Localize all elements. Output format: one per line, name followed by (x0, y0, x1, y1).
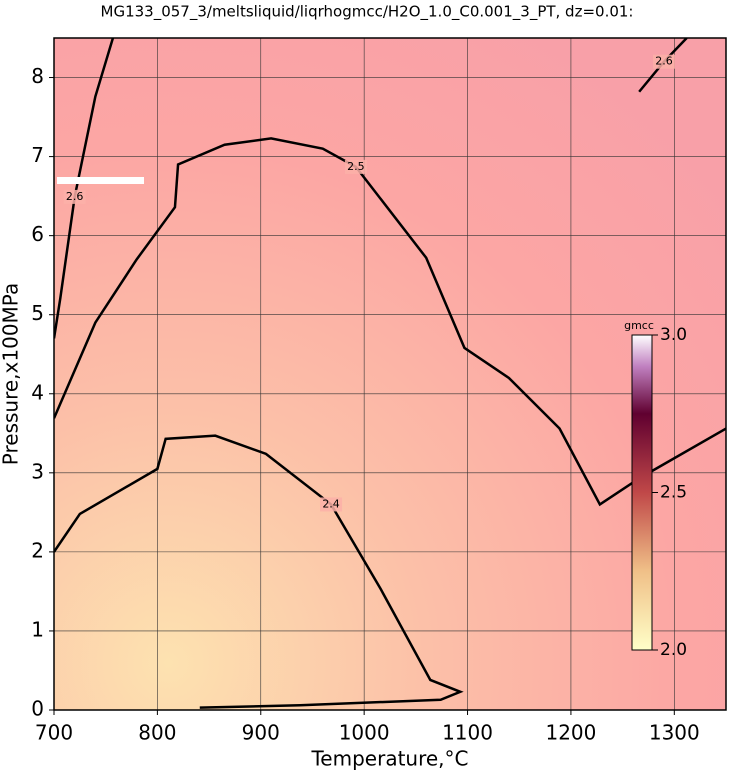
contour-label: 2.6 (655, 55, 673, 68)
colorbar-tick-label: 3.0 (660, 325, 687, 345)
y-tick-label: 8 (31, 64, 44, 88)
x-tick-label: 1100 (442, 721, 493, 745)
x-tick-label: 700 (35, 721, 73, 745)
y-tick-label: 4 (31, 380, 44, 404)
x-tick-label: 1200 (545, 721, 596, 745)
y-tick-label: 6 (31, 222, 44, 246)
colorbar-label: gmcc (624, 319, 654, 332)
contour-label-bg (652, 54, 675, 69)
colorbar-tick-label: 2.0 (660, 640, 687, 660)
y-axis-label: Pressure,x100MPa (0, 283, 23, 465)
y-tick-label: 0 (31, 697, 44, 721)
contour-label: 2.4 (322, 497, 340, 510)
y-tick-label: 2 (31, 538, 44, 562)
x-tick-label: 900 (242, 721, 280, 745)
white-marker (57, 177, 144, 184)
contour-label: 2.5 (347, 160, 365, 173)
contour-label: 2.6 (66, 190, 84, 203)
contour-label-bg (344, 159, 367, 174)
colorbar (631, 334, 653, 651)
contour-line (54, 137, 726, 507)
plot-frame (53, 37, 727, 711)
y-tick-label: 7 (31, 143, 44, 167)
y-tick-label: 1 (31, 617, 44, 641)
plot-background (54, 38, 726, 710)
x-tick-label: 1000 (339, 721, 390, 745)
x-tick-label: 800 (138, 721, 176, 745)
colorbar-tick-label: 2.5 (660, 483, 687, 503)
x-tick-label: 1300 (649, 721, 700, 745)
chart-title: MG133_057_3/meltsliquid/liqrhogmcc/H2O_1… (101, 3, 634, 22)
plot-area: 2.4 2.5 2.6 2.6 (54, 38, 726, 710)
y-tick-label: 3 (31, 459, 44, 483)
x-axis-label: Temperature,°C (310, 747, 468, 771)
contour-label-bg (63, 189, 86, 204)
contour-label-bg (320, 497, 343, 512)
y-tick-label: 5 (31, 301, 44, 325)
